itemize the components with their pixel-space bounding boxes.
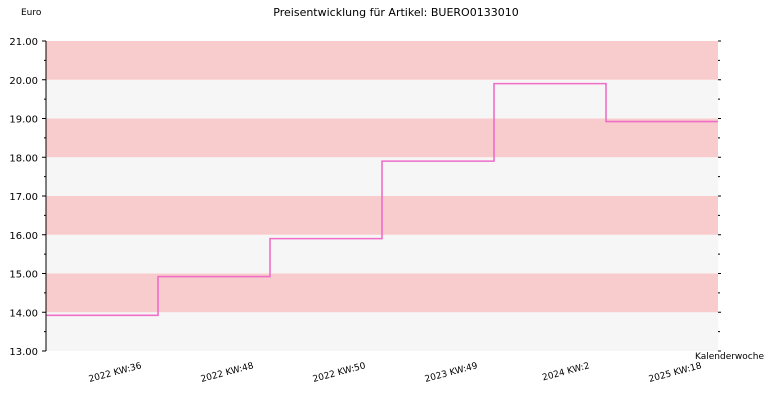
chart-title: Preisentwicklung für Artikel: BUERO01330… — [273, 6, 518, 19]
y-tick-label: 15.00 — [9, 270, 38, 281]
x-tick-label: 2024 KW:2 — [541, 361, 590, 383]
x-axis-label: Kalenderwoche — [695, 352, 764, 362]
band-13 — [46, 312, 718, 351]
axes — [42, 40, 721, 352]
series-line — [46, 82, 718, 317]
band-15 — [46, 234, 718, 274]
y-tick-label: 17.00 — [9, 192, 38, 203]
x-tick-label: 2022 KW:50 — [312, 361, 367, 385]
y-tick-label: 20.00 — [9, 76, 38, 87]
band-19 — [46, 79, 718, 119]
y-tick-label: 19.00 — [9, 115, 38, 126]
y-tick-label: 16.00 — [9, 231, 38, 242]
band-18 — [46, 118, 718, 158]
y-tick-label: 21.00 — [9, 37, 38, 48]
x-tick-label: 2022 KW:36 — [88, 361, 143, 385]
y-tick-label: 14.00 — [9, 308, 38, 319]
y-tick-label: 13.00 — [9, 347, 38, 358]
band-14 — [46, 273, 718, 313]
x-tick-label: 2025 KW:18 — [648, 361, 703, 385]
x-tick-label: 2022 KW:48 — [200, 361, 255, 385]
band-20 — [46, 41, 718, 80]
y-tick-labels: 13.00 14.00 15.00 16.00 17.00 18.00 19.00 20.00… — [9, 37, 38, 358]
y-tick-label: 18.00 — [9, 153, 38, 164]
y-axis-label: Euro — [21, 8, 42, 18]
x-tick-labels: 2022 KW:36 2022 KW:48 2022 KW:50 2023 KW:49… — [88, 361, 703, 385]
x-tick-label: 2023 KW:49 — [424, 361, 479, 385]
price-step-line — [46, 82, 718, 317]
